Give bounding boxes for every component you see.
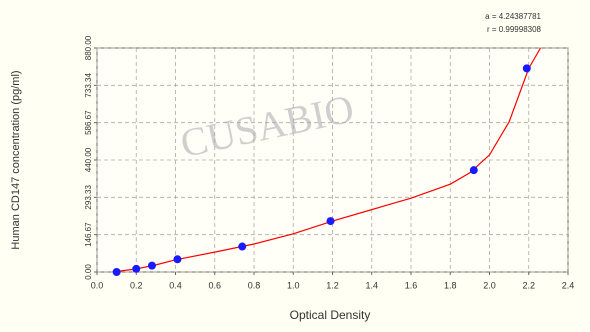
x-tick-label: 1.0 — [287, 280, 300, 290]
y-axis-title: Human CD147 concentration (pg/ml) — [10, 70, 22, 249]
point — [469, 166, 478, 175]
y-tick-label: 880.00 — [84, 35, 93, 60]
x-tick-label: 1.8 — [444, 280, 457, 290]
y-tick-label: 0.00 — [84, 264, 93, 280]
x-tick-label: 2.2 — [522, 280, 535, 290]
x-tick-label: 0.0 — [91, 280, 104, 290]
x-tick-label: 1.4 — [365, 280, 378, 290]
annotation: r = 0.99998308 — [487, 25, 542, 34]
x-tick-label: 2.4 — [562, 280, 575, 290]
x-axis-title: Optical Density — [290, 308, 371, 322]
annotation: a = 4.24387781 — [485, 12, 541, 21]
x-tick-label: 0.2 — [130, 280, 143, 290]
x-tick-label: 0.8 — [248, 280, 261, 290]
x-tick-label: 0.4 — [169, 280, 182, 290]
point — [147, 261, 156, 270]
fit-curve — [112, 47, 542, 272]
point — [132, 264, 141, 273]
y-tick-label: 440.00 — [84, 147, 93, 172]
x-tick-label: 1.6 — [405, 280, 418, 290]
x-tick-label: 1.2 — [326, 280, 339, 290]
y-tick-label: 293.33 — [84, 185, 93, 210]
y-tick-label: 733.34 — [84, 73, 93, 98]
x-tick-label: 2.0 — [483, 280, 496, 290]
point — [522, 64, 531, 73]
x-tick-label: 0.6 — [208, 280, 221, 290]
y-tick-label: 586.67 — [84, 110, 93, 135]
point — [173, 255, 182, 264]
point — [112, 268, 121, 276]
y-tick-label: 146.67 — [84, 222, 93, 247]
point — [326, 217, 335, 226]
point — [238, 242, 247, 251]
